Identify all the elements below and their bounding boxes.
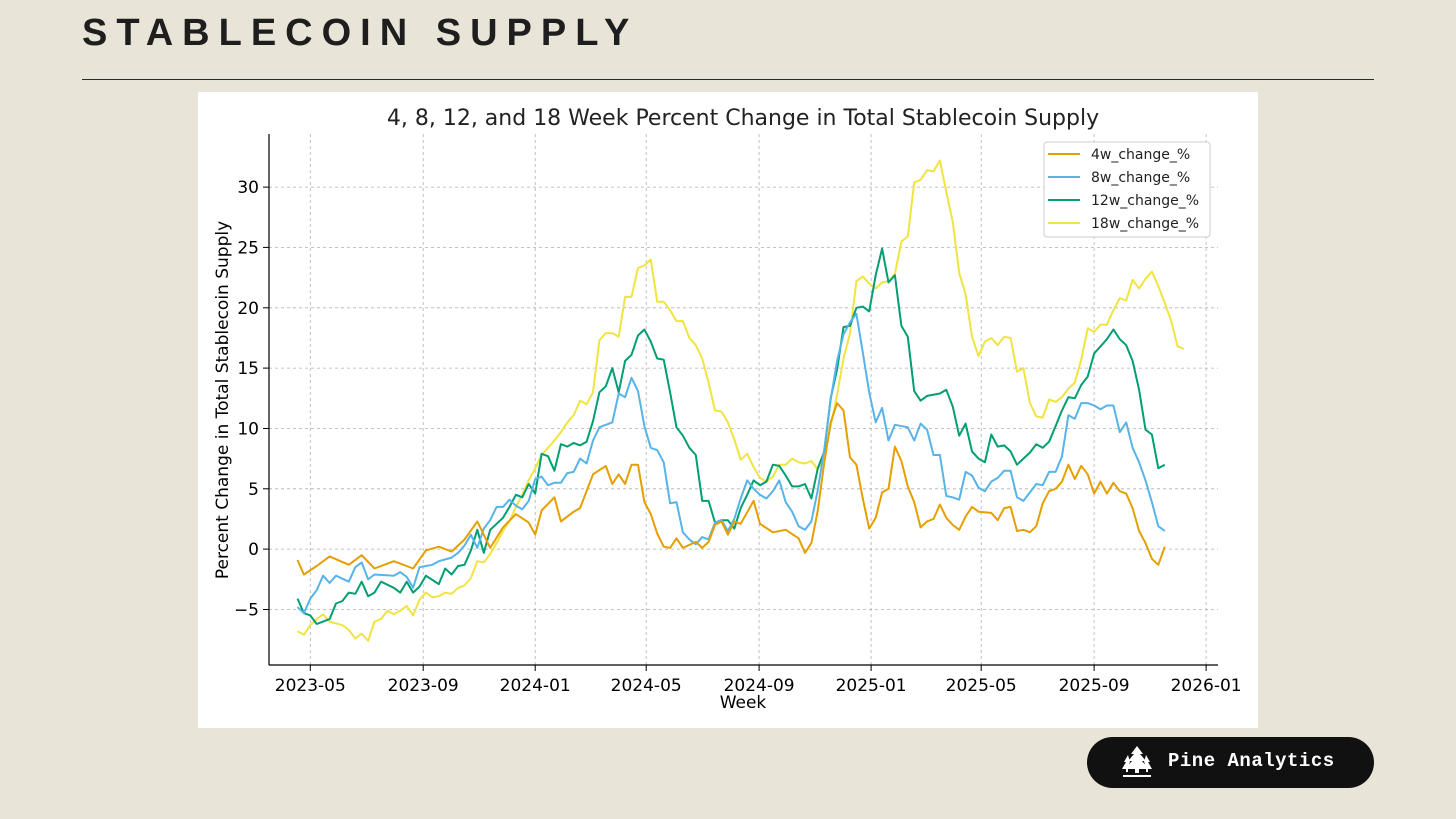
page-title: STABLECOIN SUPPLY xyxy=(82,12,639,54)
brand-badge: Pine Analytics xyxy=(1087,737,1374,788)
y-ticks: −5 0 5 10 15 20 25 30 xyxy=(234,178,269,621)
chart-title: 4, 8, 12, and 18 Week Percent Change in … xyxy=(387,106,1099,131)
series-line-18w-change xyxy=(297,159,1185,642)
legend-label: 12w_change_% xyxy=(1091,193,1199,209)
x-tick-label: 2025-05 xyxy=(946,676,1017,696)
y-axis-label: Percent Change in Total Stablecoin Suppl… xyxy=(213,221,233,579)
y-tick-label: 20 xyxy=(237,299,259,319)
legend: 4w_change_% 8w_change_% 12w_change_% 18w_ch… xyxy=(1043,141,1211,238)
chart-panel: 2023-05 2023-09 2024-01 2024-05 2024-09 2025-… xyxy=(198,92,1258,728)
series-line-12w-change xyxy=(296,247,1166,625)
x-tick-label: 2025-09 xyxy=(1059,676,1130,696)
legend-label: 4w_change_% xyxy=(1091,147,1190,163)
title-divider xyxy=(82,79,1374,80)
y-tick-label: 5 xyxy=(248,480,259,500)
series-line-4w-change xyxy=(296,402,1166,576)
series-lines xyxy=(296,159,1185,642)
legend-label: 18w_change_% xyxy=(1091,216,1199,232)
x-tick-label: 2023-09 xyxy=(388,676,459,696)
x-ticks: 2023-05 2023-09 2024-01 2024-05 2024-09 2025-… xyxy=(275,665,1242,696)
brand-name: Pine Analytics xyxy=(1168,750,1335,772)
x-tick-label: 2024-05 xyxy=(611,676,682,696)
y-tick-label: 0 xyxy=(248,540,259,560)
y-tick-label: 30 xyxy=(237,178,259,198)
y-tick-label: 10 xyxy=(237,420,259,440)
x-tick-label: 2024-01 xyxy=(500,676,571,696)
grid xyxy=(269,134,1218,665)
legend-box xyxy=(1043,141,1211,238)
y-tick-label: −5 xyxy=(234,601,259,621)
x-axis-label: Week xyxy=(720,693,767,713)
y-tick-label: 15 xyxy=(237,359,259,379)
x-tick-label: 2023-05 xyxy=(275,676,346,696)
series-line-8w-change xyxy=(296,312,1166,615)
line-chart: 2023-05 2023-09 2024-01 2024-05 2024-09 2025-… xyxy=(213,106,1242,713)
x-tick-label: 2025-01 xyxy=(836,676,907,696)
legend-label: 8w_change_% xyxy=(1091,170,1190,186)
y-tick-label: 25 xyxy=(237,238,259,258)
x-tick-label: 2024-09 xyxy=(724,676,795,696)
x-tick-label: 2026-01 xyxy=(1171,676,1242,696)
pine-tree-icon xyxy=(1122,746,1152,777)
